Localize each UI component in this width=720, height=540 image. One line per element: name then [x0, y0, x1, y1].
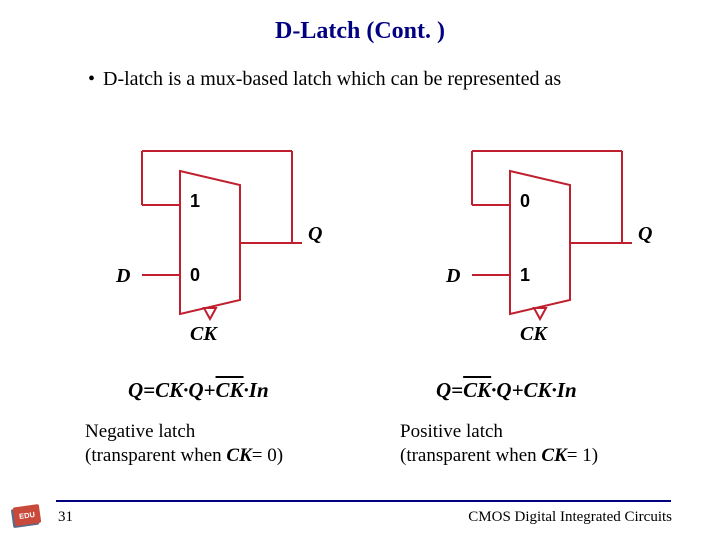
desc-l2: (transparent when	[400, 445, 541, 466]
negative-latch-diagram: 1 0 D Q CK	[70, 125, 350, 385]
bullet-marker: •	[88, 68, 98, 91]
eq-pre: Q=CK·Q+	[128, 378, 216, 402]
logo-icon: EDU	[8, 502, 46, 532]
label-ck: CK	[190, 323, 217, 346]
label-d: D	[116, 265, 130, 288]
equation-positive: Q=CK·Q+CK·In	[436, 378, 577, 403]
desc-l3: = 0)	[252, 445, 283, 466]
mux-left-svg	[70, 125, 350, 385]
desc-negative: Negative latch (transparent when CK= 0)	[85, 420, 283, 468]
mux-body	[510, 171, 570, 314]
equation-negative: Q=CK·Q+CK·In	[128, 378, 269, 403]
desc-l1: Negative latch	[85, 421, 195, 442]
mux-body	[180, 171, 240, 314]
desc-positive: Positive latch (transparent when CK= 1)	[400, 420, 598, 468]
mux-top-num: 1	[190, 191, 200, 212]
eq-pre: Q=	[436, 378, 463, 402]
eq-bar: CK	[463, 378, 491, 402]
desc-l3: = 1)	[567, 445, 598, 466]
mux-bot-num: 1	[520, 265, 530, 286]
mux-right-svg	[400, 125, 680, 385]
desc-l1: Positive latch	[400, 421, 503, 442]
eq-mid: ·Q+CK·In	[491, 378, 577, 402]
slide-title: D-Latch (Cont. )	[0, 0, 720, 45]
eq-bar: CK	[216, 378, 244, 402]
desc-ck: CK	[226, 445, 251, 466]
bullet-text: D-latch is a mux-based latch which can b…	[103, 68, 561, 90]
mux-bot-num: 0	[190, 265, 200, 286]
mux-sel-notch	[534, 308, 546, 319]
label-ck: CK	[520, 323, 547, 346]
slide-number: 31	[58, 509, 73, 526]
desc-l2: (transparent when	[85, 445, 226, 466]
diagram-area: 1 0 D Q CK 0 1 D Q CK	[0, 125, 720, 385]
label-q: Q	[308, 223, 322, 246]
mux-sel-notch	[204, 308, 216, 319]
label-d: D	[446, 265, 460, 288]
footer-text: CMOS Digital Integrated Circuits	[468, 509, 672, 526]
bullet-line: • D-latch is a mux-based latch which can…	[88, 68, 561, 91]
mux-top-num: 0	[520, 191, 530, 212]
label-q: Q	[638, 223, 652, 246]
positive-latch-diagram: 0 1 D Q CK	[400, 125, 680, 385]
footer-divider	[56, 500, 671, 502]
equation-row: Q=CK·Q+CK·In Q=CK·Q+CK·In	[0, 378, 720, 410]
desc-ck: CK	[541, 445, 566, 466]
eq-post: ·In	[244, 378, 269, 402]
